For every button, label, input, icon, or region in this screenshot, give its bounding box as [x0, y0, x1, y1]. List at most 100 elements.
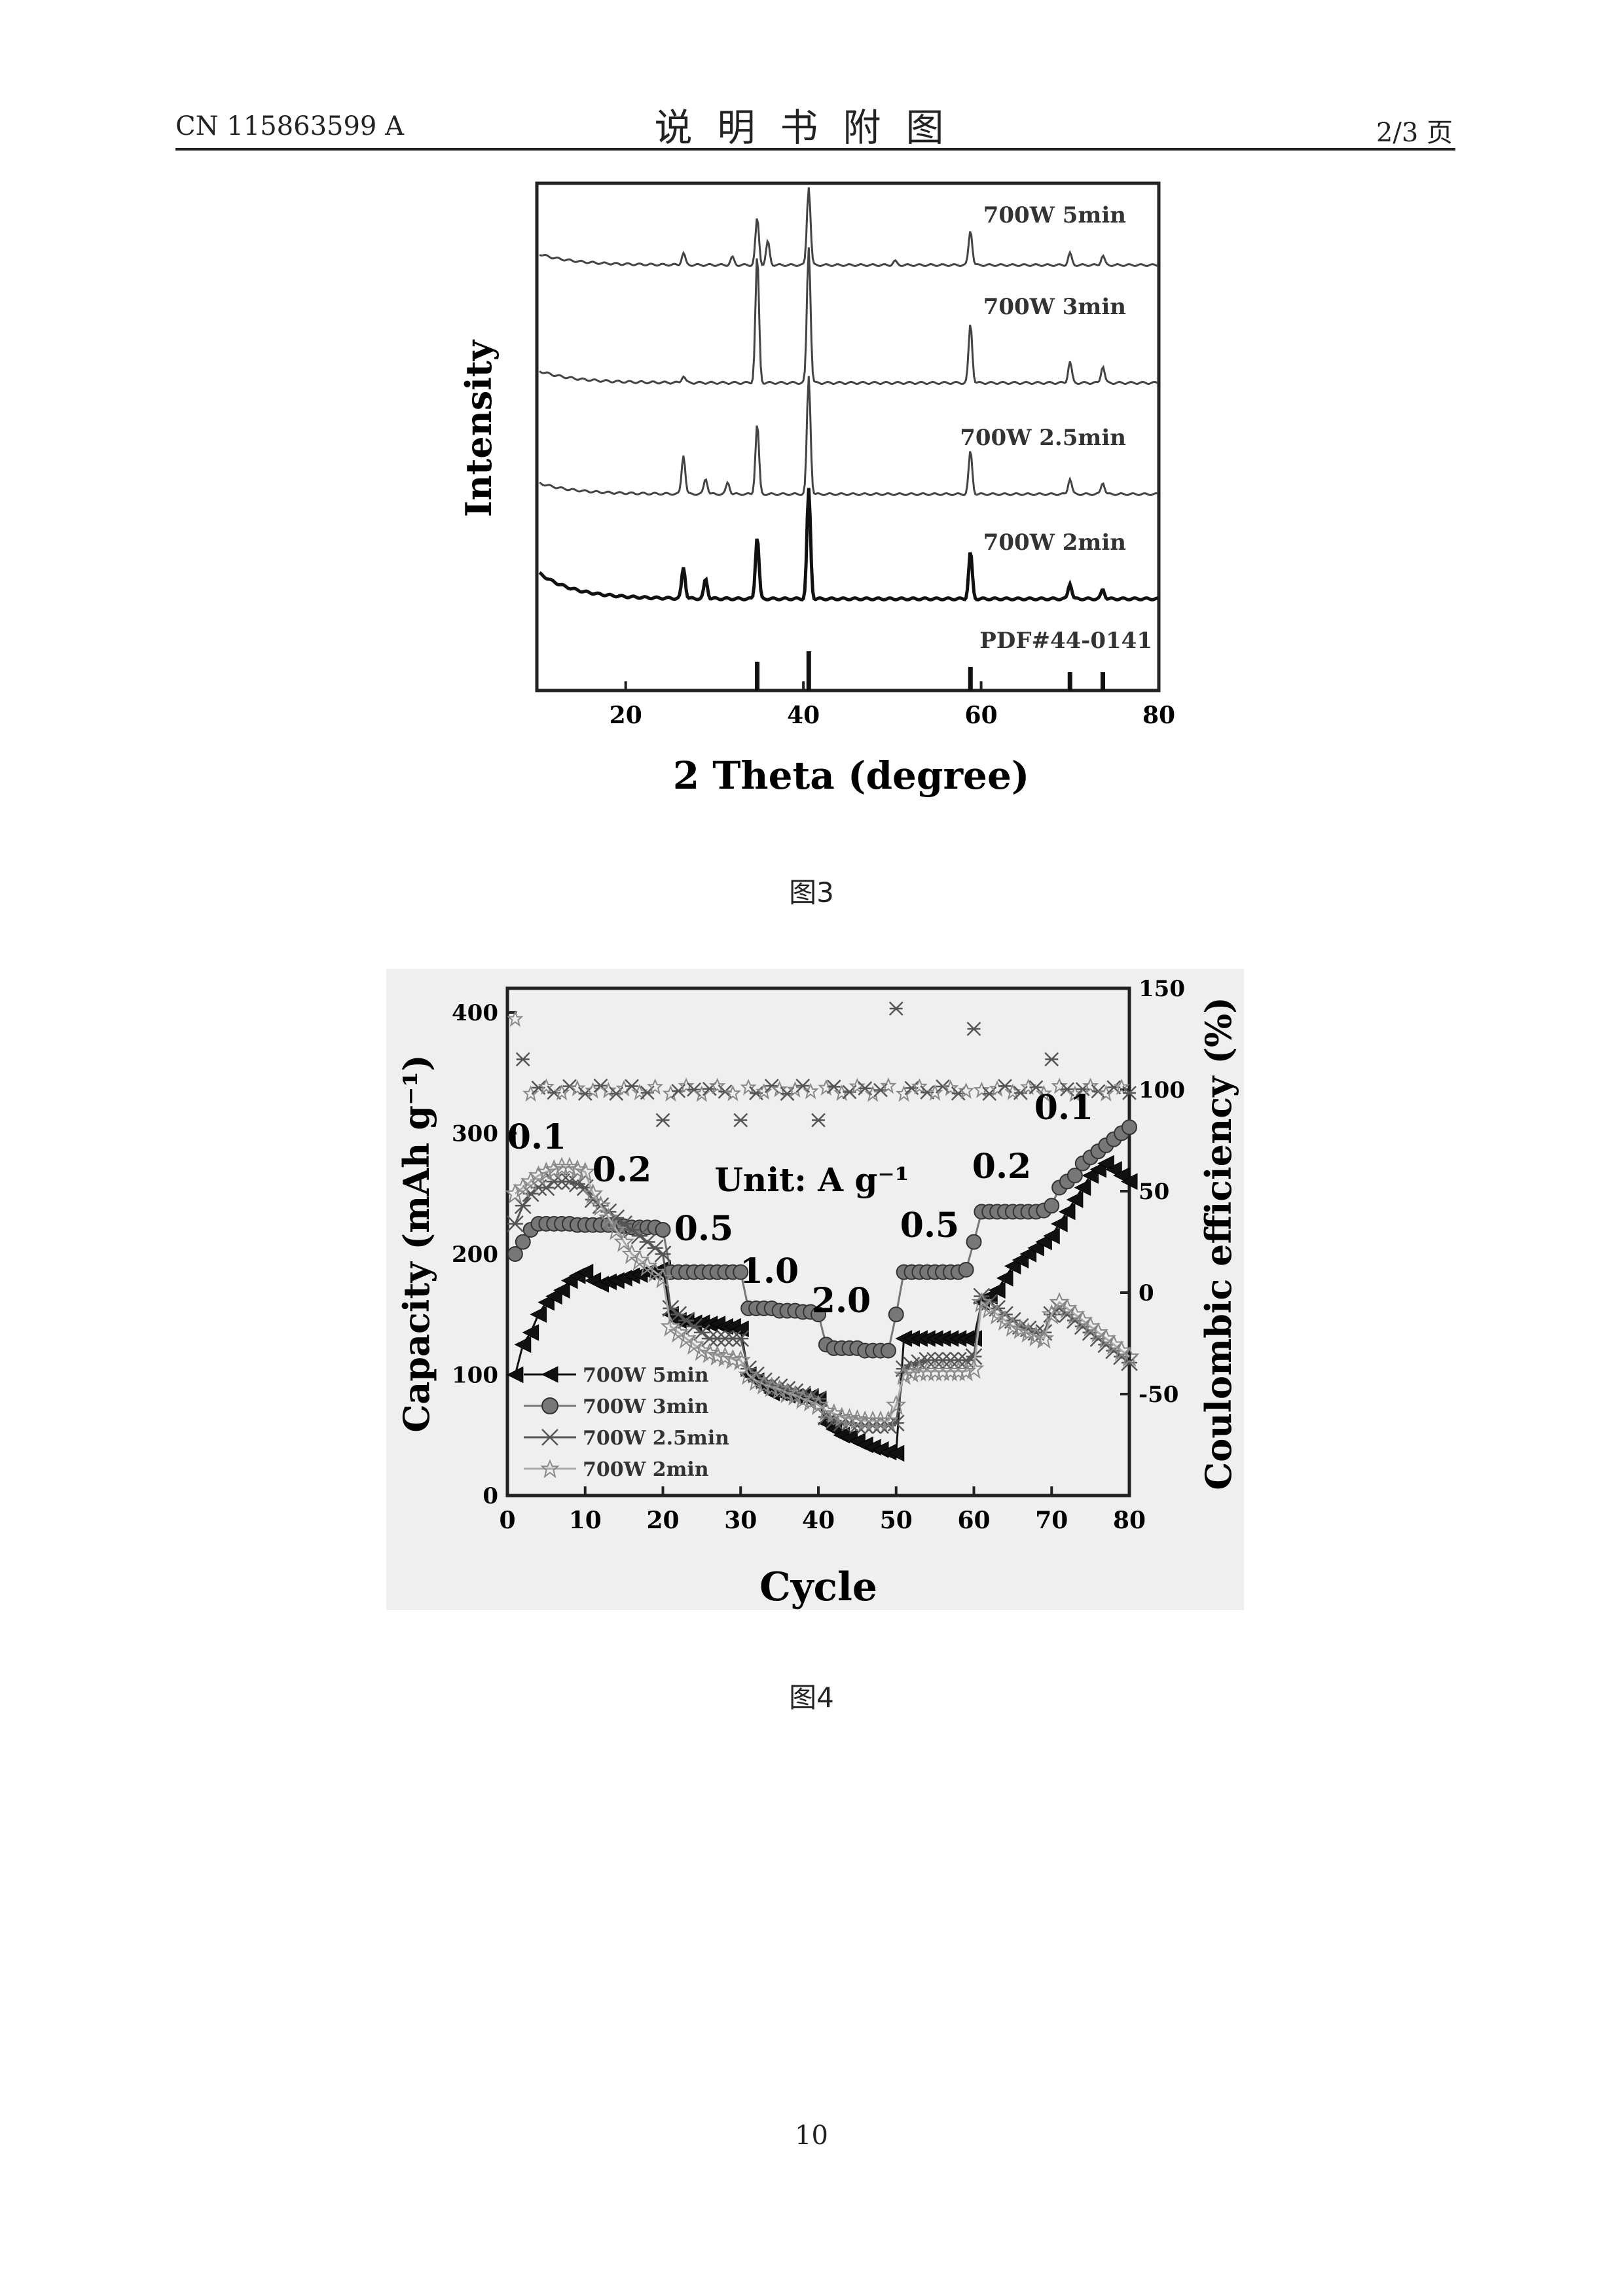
y-tick-label: 400 [452, 1000, 498, 1026]
capacity-point [958, 1261, 974, 1278]
rate-label: 1.0 [740, 1251, 799, 1291]
ce-point [802, 1083, 819, 1100]
capacity-point [515, 1234, 531, 1250]
capacity-point [886, 1395, 907, 1416]
y2-tick-label: 100 [1139, 1077, 1185, 1103]
rate-label: 0.1 [1034, 1088, 1093, 1128]
x-tick-label: 20 [610, 702, 642, 729]
x-tick-label: 80 [1142, 702, 1175, 729]
capacity-point [1074, 1179, 1091, 1196]
capacity-point [1067, 1168, 1083, 1184]
ce-point [818, 1079, 835, 1096]
y-tick-label: 300 [452, 1121, 498, 1147]
rate-label: 0.5 [674, 1209, 733, 1249]
ce-point [553, 1084, 570, 1101]
x-tick-label: 40 [802, 1507, 835, 1534]
page-number: 10 [795, 2121, 828, 2151]
x-tick-label: 50 [880, 1507, 913, 1534]
y-axis-title: Intensity [458, 339, 500, 517]
figure-4-caption: 图4 [789, 1681, 834, 1713]
legend-marker [541, 1429, 558, 1446]
capacity-point [966, 1234, 982, 1250]
y2-tick-label: 0 [1139, 1280, 1154, 1306]
xrd-pattern-3 [539, 376, 1159, 496]
ce-point [569, 1080, 586, 1097]
ce-point [911, 1078, 928, 1095]
ce-point [733, 1113, 748, 1128]
figure-4-rate-chart: 0 10 20 30 40 50 60 70 80 0 100 200 300 400 -50 0 50 100 1… [386, 969, 1244, 1610]
header-rule [175, 148, 1455, 151]
ce-point [1051, 1077, 1068, 1094]
x-axis-title: 2 Theta (degree) [673, 753, 1030, 798]
capacity-point [878, 1410, 899, 1431]
y-tick-label: 100 [452, 1362, 498, 1388]
ce-point [888, 1001, 903, 1016]
capacity-point [1066, 1191, 1084, 1208]
y2-tick-label: 150 [1139, 976, 1185, 1002]
capacity-point [536, 1161, 556, 1183]
capacity-point [1051, 1215, 1068, 1232]
capacity-point [652, 1268, 674, 1289]
ce-point [880, 1077, 897, 1094]
capacity-point [894, 1364, 915, 1386]
capacity-point [506, 1215, 524, 1232]
ce-point [1097, 1085, 1114, 1102]
unit-label: Unit: A g⁻¹ [714, 1160, 909, 1199]
x-tick-label: 30 [724, 1507, 757, 1534]
x-tick-label: 20 [646, 1507, 679, 1534]
capacity-point [551, 1157, 572, 1177]
legend-entry: 700W 2.5min [583, 1427, 729, 1450]
series-label-3: 700W 2.5min [960, 425, 1126, 451]
ce-point [740, 1079, 757, 1096]
capacity-point [590, 1195, 611, 1216]
capacity-point [1122, 1119, 1137, 1136]
ce-point [771, 1081, 788, 1098]
capacity-point [655, 1222, 671, 1238]
xrd-pattern-4 [538, 488, 1159, 601]
capacity-point [520, 1171, 541, 1192]
page-of: 2/3 页 [1376, 118, 1453, 148]
ce-point [942, 1079, 959, 1096]
capacity-point [733, 1264, 749, 1280]
legend-entry: 700W 5min [583, 1364, 709, 1387]
ce-point [709, 1077, 726, 1094]
ce-point [926, 1084, 943, 1101]
ce-point [600, 1082, 617, 1099]
capacity-point [530, 1306, 547, 1323]
ce-point [1082, 1077, 1099, 1094]
capacity-point [575, 1161, 596, 1183]
rate-label: 0.5 [900, 1206, 959, 1246]
capacity-point [847, 1409, 867, 1430]
x-tick-label: 60 [957, 1507, 990, 1534]
x-tick-label: 40 [787, 702, 820, 729]
capacity-point [1120, 1173, 1138, 1191]
capacity-point [1044, 1198, 1060, 1214]
capacity-point [528, 1165, 549, 1186]
capacity-point [887, 1444, 905, 1462]
capacity-point [996, 1270, 1013, 1287]
figure-3-caption: 图3 [789, 876, 834, 908]
y-axis-title: Capacity (mAh g⁻¹) [395, 1054, 437, 1432]
ce-point [724, 1085, 741, 1102]
capacity-point [901, 1362, 922, 1383]
capacity-point [1043, 1227, 1060, 1245]
capacity-point [598, 1208, 619, 1229]
capacity-point [880, 1342, 896, 1359]
capacity-point [583, 1183, 604, 1204]
ce-point [515, 1052, 530, 1067]
patent-number: CN 115863599 A [175, 111, 404, 141]
capacity-point [506, 1366, 524, 1384]
ce-point [507, 1010, 524, 1028]
capacity-point [811, 1306, 826, 1323]
series-label-2: 700W 3min [983, 294, 1126, 320]
ce-point [647, 1078, 664, 1095]
figure-background [386, 969, 1244, 1610]
rate-label: 0.2 [593, 1150, 651, 1190]
y2-tick-label: -50 [1139, 1382, 1178, 1408]
capacity-point [831, 1407, 852, 1427]
capacity-point [965, 1348, 983, 1365]
legend-entry: 700W 2min [583, 1458, 709, 1481]
legend-entry: 700W 3min [583, 1395, 709, 1418]
series-label-1: 700W 5min [983, 202, 1126, 228]
section-title: 说明书附图 [654, 105, 969, 150]
